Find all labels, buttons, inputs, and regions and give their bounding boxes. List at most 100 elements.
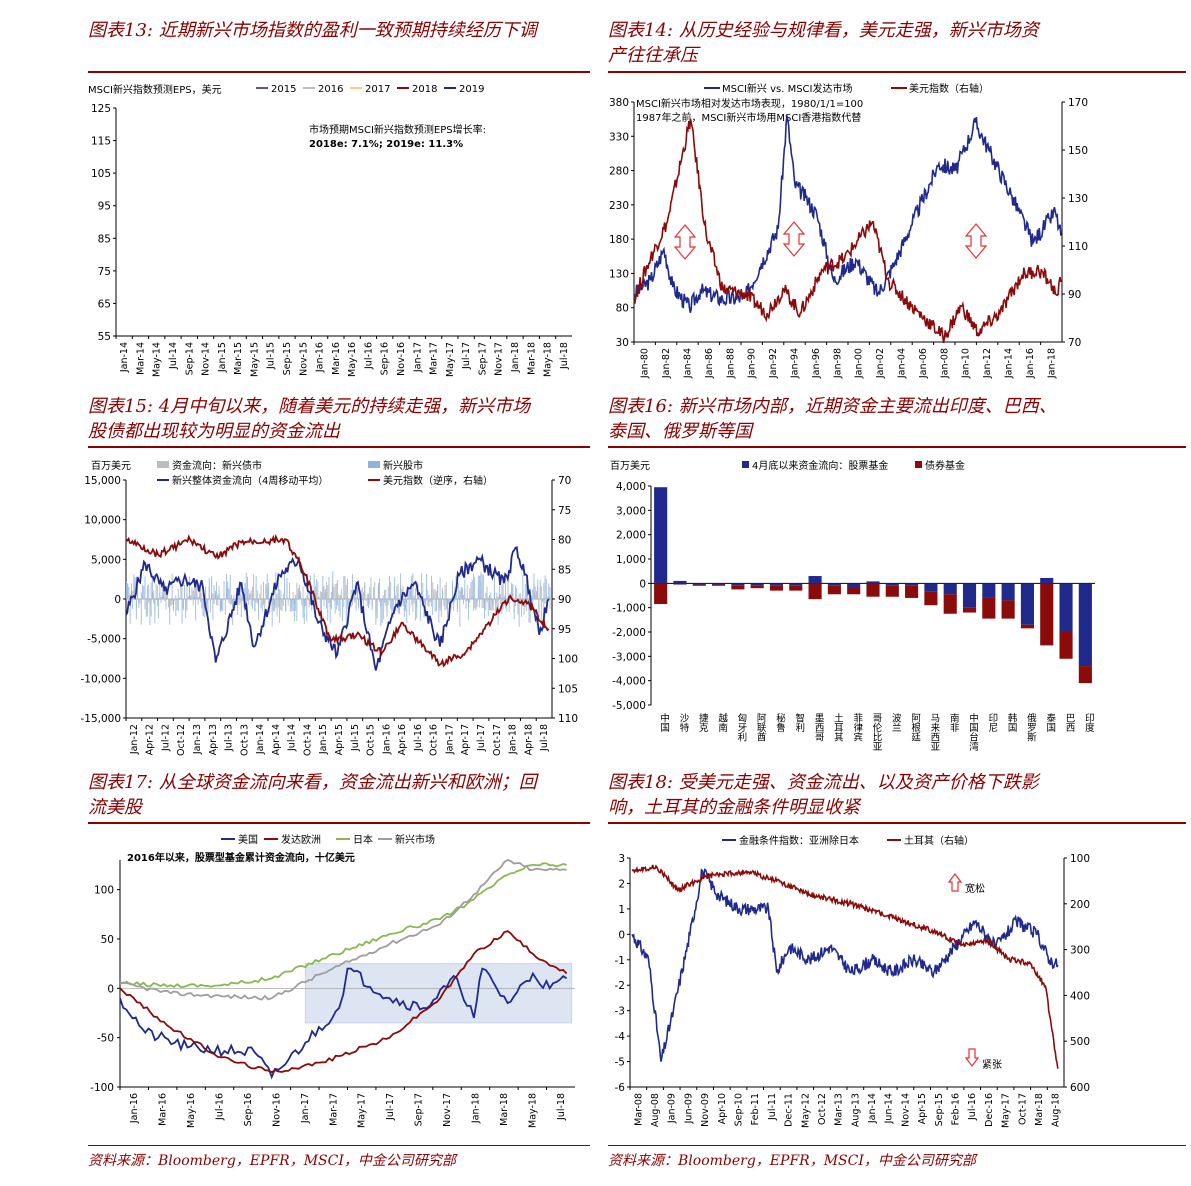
bond-flow-bar: [385, 599, 387, 607]
equity-bar: [905, 583, 919, 586]
equity-flow-bar: [338, 599, 340, 611]
equity-flow-bar: [219, 599, 221, 612]
bond-flow-bar: [397, 583, 399, 599]
equity-flow-bar: [358, 599, 360, 609]
equity-flow-bar: [407, 586, 409, 599]
equity-flow-bar: [351, 573, 353, 599]
chart-18-panel: 图表18: 受美元走强、资金流出、以及资产价格下跌影 响，土耳其的金融条件明显收…: [596, 772, 1191, 1186]
x-tick-label: Jan-16: [1025, 348, 1036, 379]
series-lines: [119, 859, 568, 1080]
equity-bar: [712, 583, 726, 585]
x-tick-label: Sep-10: [734, 1093, 745, 1126]
equity-flow-bar: [447, 599, 448, 623]
equity-flow-bar: [486, 586, 488, 599]
x-tick-label: Jul-17: [385, 1093, 396, 1121]
equity-flow-bar: [293, 599, 295, 622]
chart-14-panel: 图表14: 从历史经验与规律看，美元走强，新兴市场资 产往往承压 MSCI新兴 …: [596, 0, 1191, 398]
note-line-1: MSCI新兴市场相对发达市场表现，1980/1/1=100: [636, 97, 863, 110]
equity-bar: [982, 583, 996, 598]
x-tick-label: Apr-16: [397, 724, 408, 755]
equity-flow-bar: [375, 599, 377, 625]
equity-flow-bar: [458, 582, 460, 599]
equity-flow-bar: [295, 594, 297, 599]
bond-flow-bar: [309, 599, 311, 605]
equity-bar: [750, 583, 764, 586]
y-tick-label: 2: [618, 878, 625, 890]
equity-flow-bar: [317, 596, 319, 599]
equity-flow-bar: [212, 599, 214, 620]
y-tick-label: 0: [114, 594, 121, 606]
bond-flow-bar: [501, 584, 503, 599]
equity-flow-bar: [239, 587, 241, 599]
bond-flow-bar: [514, 599, 516, 607]
x-tick-label: Nov-09: [700, 1093, 711, 1127]
equity-flow-bar: [171, 573, 173, 599]
equity-flow-bar: [263, 599, 264, 605]
bond-flow-bar: [148, 599, 150, 603]
category-label: 中国台湾: [967, 712, 979, 752]
x-tick-label: Jul-16: [413, 724, 424, 752]
y-tick-label: 0: [618, 929, 625, 941]
y-tick-label: 100: [94, 885, 114, 897]
bond-flow-bar: [263, 581, 264, 599]
x-tick-label: Jul-12: [160, 724, 171, 752]
equity-flow-bar: [217, 594, 219, 599]
bond-flow-bar: [179, 599, 181, 600]
equity-flow-bar: [179, 597, 181, 599]
x-tick-label: Mar-18: [526, 342, 537, 375]
bond-flow-bar: [374, 581, 376, 599]
x-tick-label: Oct-14: [302, 724, 313, 756]
bond-flow-bar: [434, 589, 436, 599]
equity-flow-bar: [214, 593, 216, 599]
bond-flow-bar: [279, 589, 281, 599]
equity-flow-bar: [324, 589, 326, 599]
equity-flow-bar: [511, 582, 513, 599]
equity-flow-bar: [159, 592, 161, 599]
bond-flow-bar: [490, 599, 492, 611]
equity-flow-bar: [208, 578, 210, 599]
y-tick-label: 3,000: [616, 505, 646, 517]
bond-flow-bar: [345, 584, 347, 599]
x-tick-label: Apr-15: [917, 1093, 928, 1124]
bond-flow-bar: [366, 599, 368, 607]
bond-flow-bar: [426, 599, 427, 601]
equity-flow-bar: [191, 595, 193, 599]
equity-flow-bar: [203, 599, 205, 618]
equity-flow-bar: [184, 584, 185, 599]
equity-flow-bar: [314, 586, 316, 599]
bond-flow-bar: [439, 599, 441, 611]
bond-bar: [731, 585, 745, 590]
equity-flow-bar: [516, 587, 518, 599]
equity-flow-bar: [426, 573, 427, 599]
legend: 2015 2016 2017 2018 2019: [256, 84, 484, 95]
series-line-total-flow: [125, 546, 550, 671]
equity-flow-bar: [384, 599, 386, 603]
chart-title: 图表13: 近期新兴市场指数的盈利一致预期持续经历下调: [88, 20, 537, 41]
x-tick-label: Mar-16: [331, 342, 342, 375]
axes: 4,000 3,000 2,000 1,000 0 -1,000 -2,000 -3,000 -…: [612, 481, 1095, 752]
x-tick-label: Nov-14: [201, 342, 212, 376]
equity-flow-bar: [371, 599, 373, 611]
equity-flow-bar: [365, 599, 367, 600]
equity-flow-bar: [505, 578, 507, 599]
equity-flow-bar: [150, 599, 152, 617]
equity-flow-bar: [302, 599, 304, 619]
equity-flow-bar: [291, 599, 293, 612]
equity-flow-bar: [158, 599, 160, 619]
equity-flow-bar: [177, 599, 179, 612]
equity-flow-bar: [430, 575, 432, 599]
bond-bar: [905, 585, 919, 598]
y-tick-label: -50: [97, 1033, 114, 1045]
equity-flow-bar: [450, 599, 452, 609]
equity-bar: [847, 583, 861, 587]
legend-label-em-vs-dm: MSCI新兴 vs. MSCI发达市场: [722, 82, 852, 95]
equity-bar: [808, 576, 822, 584]
chart-17-panel: 图表17: 从全球资金流向来看，资金流出新兴和欧洲；回 流美股 美国 发达欧洲 …: [0, 772, 595, 1186]
x-tick-label: Jul-17: [476, 724, 487, 752]
equity-flow-bar: [408, 599, 410, 615]
x-tick-label: Apr-10: [717, 1093, 728, 1124]
bond-flow-bar: [330, 599, 332, 610]
series-line-japan: [119, 862, 567, 988]
equity-flow-bar: [227, 581, 229, 599]
y-tick-label: 125: [91, 103, 111, 115]
